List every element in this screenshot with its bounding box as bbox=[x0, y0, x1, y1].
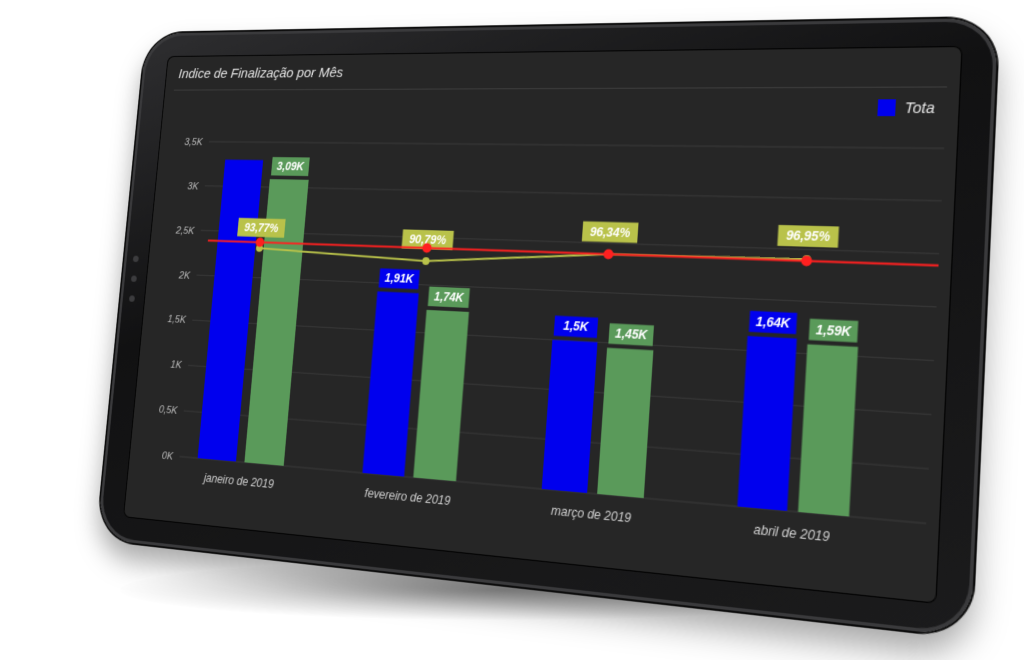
bar bbox=[413, 310, 469, 481]
bar bbox=[798, 344, 858, 516]
data-label: 3,09K bbox=[276, 161, 305, 174]
data-label: 1,64K bbox=[755, 315, 791, 331]
y-tick-label: 3,5K bbox=[184, 137, 204, 148]
line-point bbox=[603, 249, 614, 259]
tablet-screen: Indice de Finalização por Mês Tota 0K 0,5… bbox=[123, 46, 963, 604]
x-tick-label: abril de 2019 bbox=[753, 523, 830, 544]
chart-plot: 0K 0,5K 1K 1,5K 2K 2,5K 3K 3,5K 3,09K janeiro de … bbox=[123, 46, 963, 604]
y-tick-label: 0,5K bbox=[158, 404, 179, 417]
bar bbox=[737, 336, 796, 511]
data-label: 1,5K bbox=[563, 320, 590, 335]
data-label: 1,59K bbox=[815, 323, 852, 339]
data-label: 1,91K bbox=[384, 273, 415, 287]
x-tick-label: fevereiro de 2019 bbox=[364, 487, 451, 508]
data-label: 96,95% bbox=[786, 230, 831, 245]
camera-dot bbox=[133, 256, 139, 263]
bar bbox=[597, 348, 653, 498]
y-tick-label: 1,5K bbox=[167, 314, 187, 326]
y-tick-label: 2,5K bbox=[175, 225, 196, 237]
y-tick-label: 0K bbox=[161, 451, 174, 463]
data-label: 96,34% bbox=[589, 226, 630, 240]
camera-dot bbox=[131, 275, 137, 282]
line-point bbox=[255, 238, 264, 248]
x-tick-label: março de 2019 bbox=[550, 505, 631, 526]
data-label: 1,74K bbox=[434, 291, 466, 305]
y-tick-label: 3K bbox=[187, 181, 200, 192]
tablet-device: Indice de Finalização por Mês Tota 0K 0,5… bbox=[97, 18, 998, 638]
gridline bbox=[209, 142, 944, 149]
y-tick-label: 1K bbox=[170, 360, 183, 372]
x-tick-label: janeiro de 2019 bbox=[201, 472, 274, 491]
bar bbox=[362, 291, 418, 476]
data-label: 93,77% bbox=[244, 222, 279, 235]
gridline bbox=[205, 186, 942, 201]
gridline bbox=[197, 275, 937, 307]
data-label: 1,45K bbox=[615, 328, 649, 343]
y-tick-label: 2K bbox=[178, 270, 192, 282]
bar bbox=[542, 340, 598, 493]
line-point bbox=[422, 257, 430, 265]
camera-dot bbox=[129, 295, 135, 302]
line-point bbox=[801, 256, 812, 267]
